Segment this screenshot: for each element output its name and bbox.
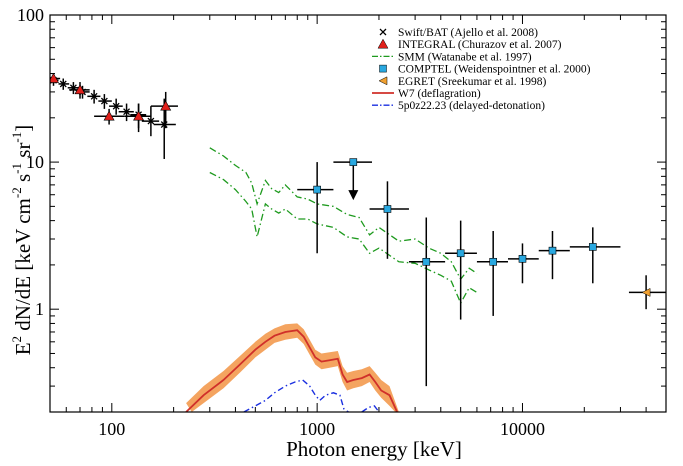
- legend-label: INTEGRAL (Churazov et al. 2007): [398, 39, 562, 51]
- ddt-line: [243, 379, 349, 412]
- legend-label: EGRET (Sreekumar et al. 1998): [398, 76, 546, 88]
- y-tick-label: 1: [35, 299, 44, 319]
- swift-point-5: [100, 97, 108, 105]
- legend-item: SMM (Watanabe et al. 1997): [372, 51, 532, 63]
- legend-label: 5p0z22.23 (delayed-detonation): [398, 100, 545, 112]
- x-axis-title: Photon energy [keV]: [286, 437, 462, 461]
- plot-area: [50, 72, 666, 412]
- comptel-point-3: [422, 257, 431, 266]
- legend-label: SMM (Watanabe et al. 1997): [398, 51, 532, 63]
- plot-frame: [49, 14, 667, 413]
- integral-point-3: [133, 110, 145, 121]
- comptel-point-7: [548, 246, 557, 255]
- legend-item: Swift/BAT (Ajello et al. 2008): [379, 27, 538, 39]
- x-tick-label: 10000: [500, 419, 545, 439]
- legend-label: Swift/BAT (Ajello et al. 2008): [398, 27, 538, 39]
- legend-item: EGRET (Sreekumar et al. 1998): [378, 76, 546, 88]
- legend-marker-x: [379, 28, 387, 36]
- ddt-line-segment: [361, 405, 380, 412]
- swift-point-9: [147, 117, 155, 125]
- comptel-point-0: [313, 185, 321, 194]
- y-tick-label: 100: [17, 5, 44, 25]
- w7-line: [185, 329, 398, 412]
- x-tick-label: 1000: [299, 419, 335, 439]
- w7-uncertainty-band: [186, 323, 399, 412]
- axes: 100 1000 10000 1 10 100: [17, 5, 667, 439]
- integral-point-1: [74, 84, 86, 95]
- swift-point-1: [59, 80, 67, 88]
- legend-item: INTEGRAL (Churazov et al. 2007): [377, 38, 562, 51]
- integral-point-4: [160, 100, 172, 111]
- comptel-point-2: [383, 205, 392, 213]
- legend-marker-triangle: [377, 38, 389, 49]
- comptel-point-6: [518, 255, 527, 263]
- legend: Swift/BAT (Ajello et al. 2008)INTEGRAL (…: [372, 27, 591, 112]
- swift-point-7: [123, 108, 131, 116]
- swift-point-6: [112, 102, 120, 110]
- comptel-point-1-arrowhead: [348, 190, 359, 201]
- smm-lower-line: [209, 171, 478, 305]
- legend-marker-triangle-left: [378, 76, 388, 86]
- comptel-point-1: [349, 158, 358, 166]
- integral-point-2: [103, 110, 115, 121]
- legend-label: COMPTEL (Weidenspointner et al. 2000): [398, 64, 591, 76]
- comptel-point-4: [456, 249, 465, 258]
- y-axis-title: E2 dN/dE [keV cm-2 s-1 sr-1]: [9, 125, 35, 356]
- plot-clip-group: [50, 72, 666, 412]
- y-tick-label: 10: [26, 152, 44, 172]
- smm-upper-line: [209, 147, 478, 281]
- legend-label: W7 (deflagration): [398, 88, 481, 100]
- egret-point-0: [641, 288, 651, 297]
- comptel-point-5: [489, 257, 497, 266]
- legend-item: W7 (deflagration): [372, 88, 481, 100]
- legend-item: 5p0z22.23 (delayed-detonation): [372, 100, 545, 112]
- legend-item: COMPTEL (Weidenspointner et al. 2000): [379, 64, 591, 76]
- legend-marker-square: [379, 64, 387, 73]
- swift-point-4: [90, 92, 98, 100]
- comptel-point-8: [588, 243, 597, 251]
- integral-point-0: [50, 72, 60, 83]
- x-tick-label: 100: [98, 419, 125, 439]
